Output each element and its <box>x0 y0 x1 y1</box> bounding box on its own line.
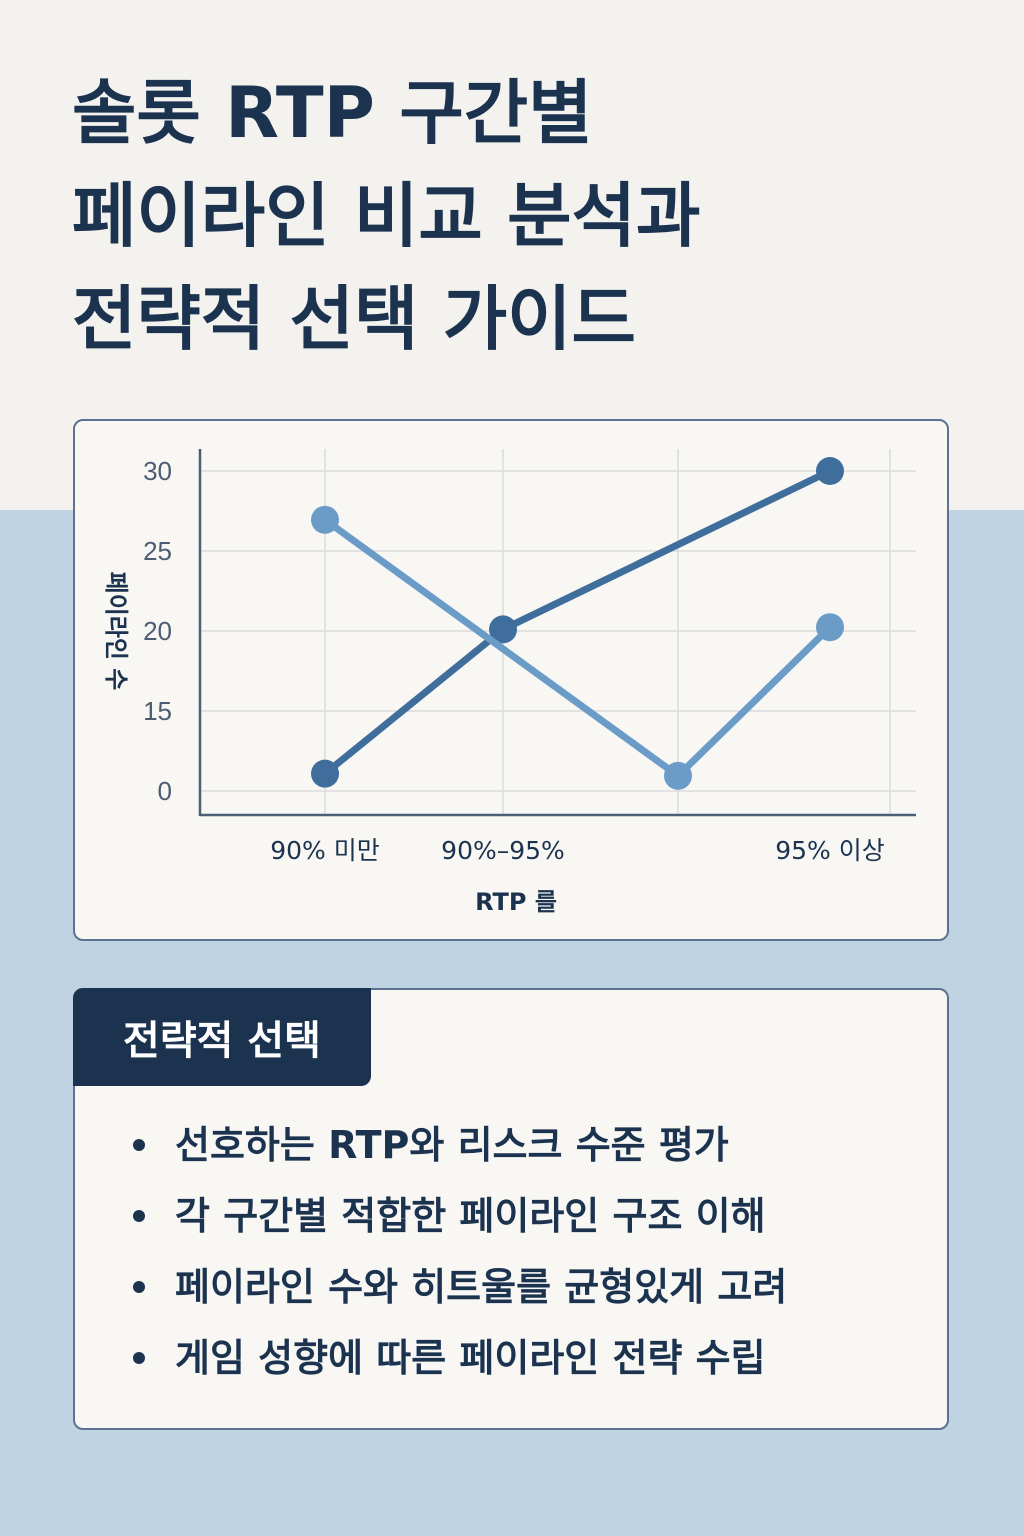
strategy-header: 전략적 선택 <box>73 988 371 1086</box>
data-point <box>489 615 517 644</box>
bullet-icon <box>133 1281 145 1293</box>
y-tick-label: 0 <box>158 776 172 806</box>
chart-card: 30 25 20 15 0 90% 미만 90%–95% 95% 이상 RTP 를 페이라인 수 <box>73 419 949 941</box>
list-item: 게임 성향에 따른 페이라인 전략 수립 <box>133 1333 787 1404</box>
series-line <box>321 467 834 778</box>
strategy-card: 전략적 선택 선호하는 RTP와 리스크 수준 평가 각 구간별 적합한 페이라… <box>73 988 949 1430</box>
title-line: 페이라인 비교 분석과 <box>72 175 701 257</box>
list-item: 페이라인 수와 히트울를 균형있게 고려 <box>133 1262 787 1333</box>
list-item: 각 구간별 적합한 페이라인 구조 이해 <box>133 1191 787 1262</box>
data-point <box>816 613 844 642</box>
bullet-icon <box>133 1139 145 1151</box>
line-chart: 30 25 20 15 0 90% 미만 90%–95% 95% 이상 RTP 를 페이라인 수 <box>102 449 916 916</box>
bullet-icon <box>133 1210 145 1222</box>
y-tick-label: 25 <box>143 536 172 566</box>
data-point <box>311 759 339 788</box>
y-tick-label: 30 <box>143 456 172 486</box>
y-axis-title: 페이라인 수 <box>102 572 130 691</box>
series-line <box>321 516 834 780</box>
y-tick-label: 20 <box>143 616 172 646</box>
x-category-label: 90%–95% <box>441 836 565 865</box>
data-point <box>664 761 692 790</box>
list-item-text: 선호하는 RTP와 리스크 수준 평가 <box>175 1123 729 1167</box>
bullet-icon <box>133 1352 145 1364</box>
x-category-label: 90% 미만 <box>270 836 380 865</box>
data-point <box>311 505 339 534</box>
strategy-list: 선호하는 RTP와 리스크 수준 평가 각 구간별 적합한 페이라인 구조 이해… <box>133 1120 787 1404</box>
list-item: 선호하는 RTP와 리스크 수준 평가 <box>133 1120 787 1191</box>
x-category-label: 95% 이상 <box>775 836 885 865</box>
title-line: 전략적 선택 가이드 <box>72 278 636 360</box>
data-point <box>816 457 844 485</box>
page-title: 솔롯 RTP 구간별 페이라인 비교 분석과 전략적 선택 가이드 <box>72 62 972 371</box>
title-line: 솔롯 RTP 구간별 <box>72 72 593 154</box>
list-item-text: 페이라인 수와 히트울를 균형있게 고려 <box>175 1265 788 1309</box>
list-item-text: 각 구간별 적합한 페이라인 구조 이해 <box>175 1194 766 1238</box>
list-item-text: 게임 성향에 따른 페이라인 전략 수립 <box>175 1336 766 1380</box>
x-axis-title: RTP 를 <box>475 888 557 916</box>
y-tick-label: 15 <box>143 696 172 726</box>
